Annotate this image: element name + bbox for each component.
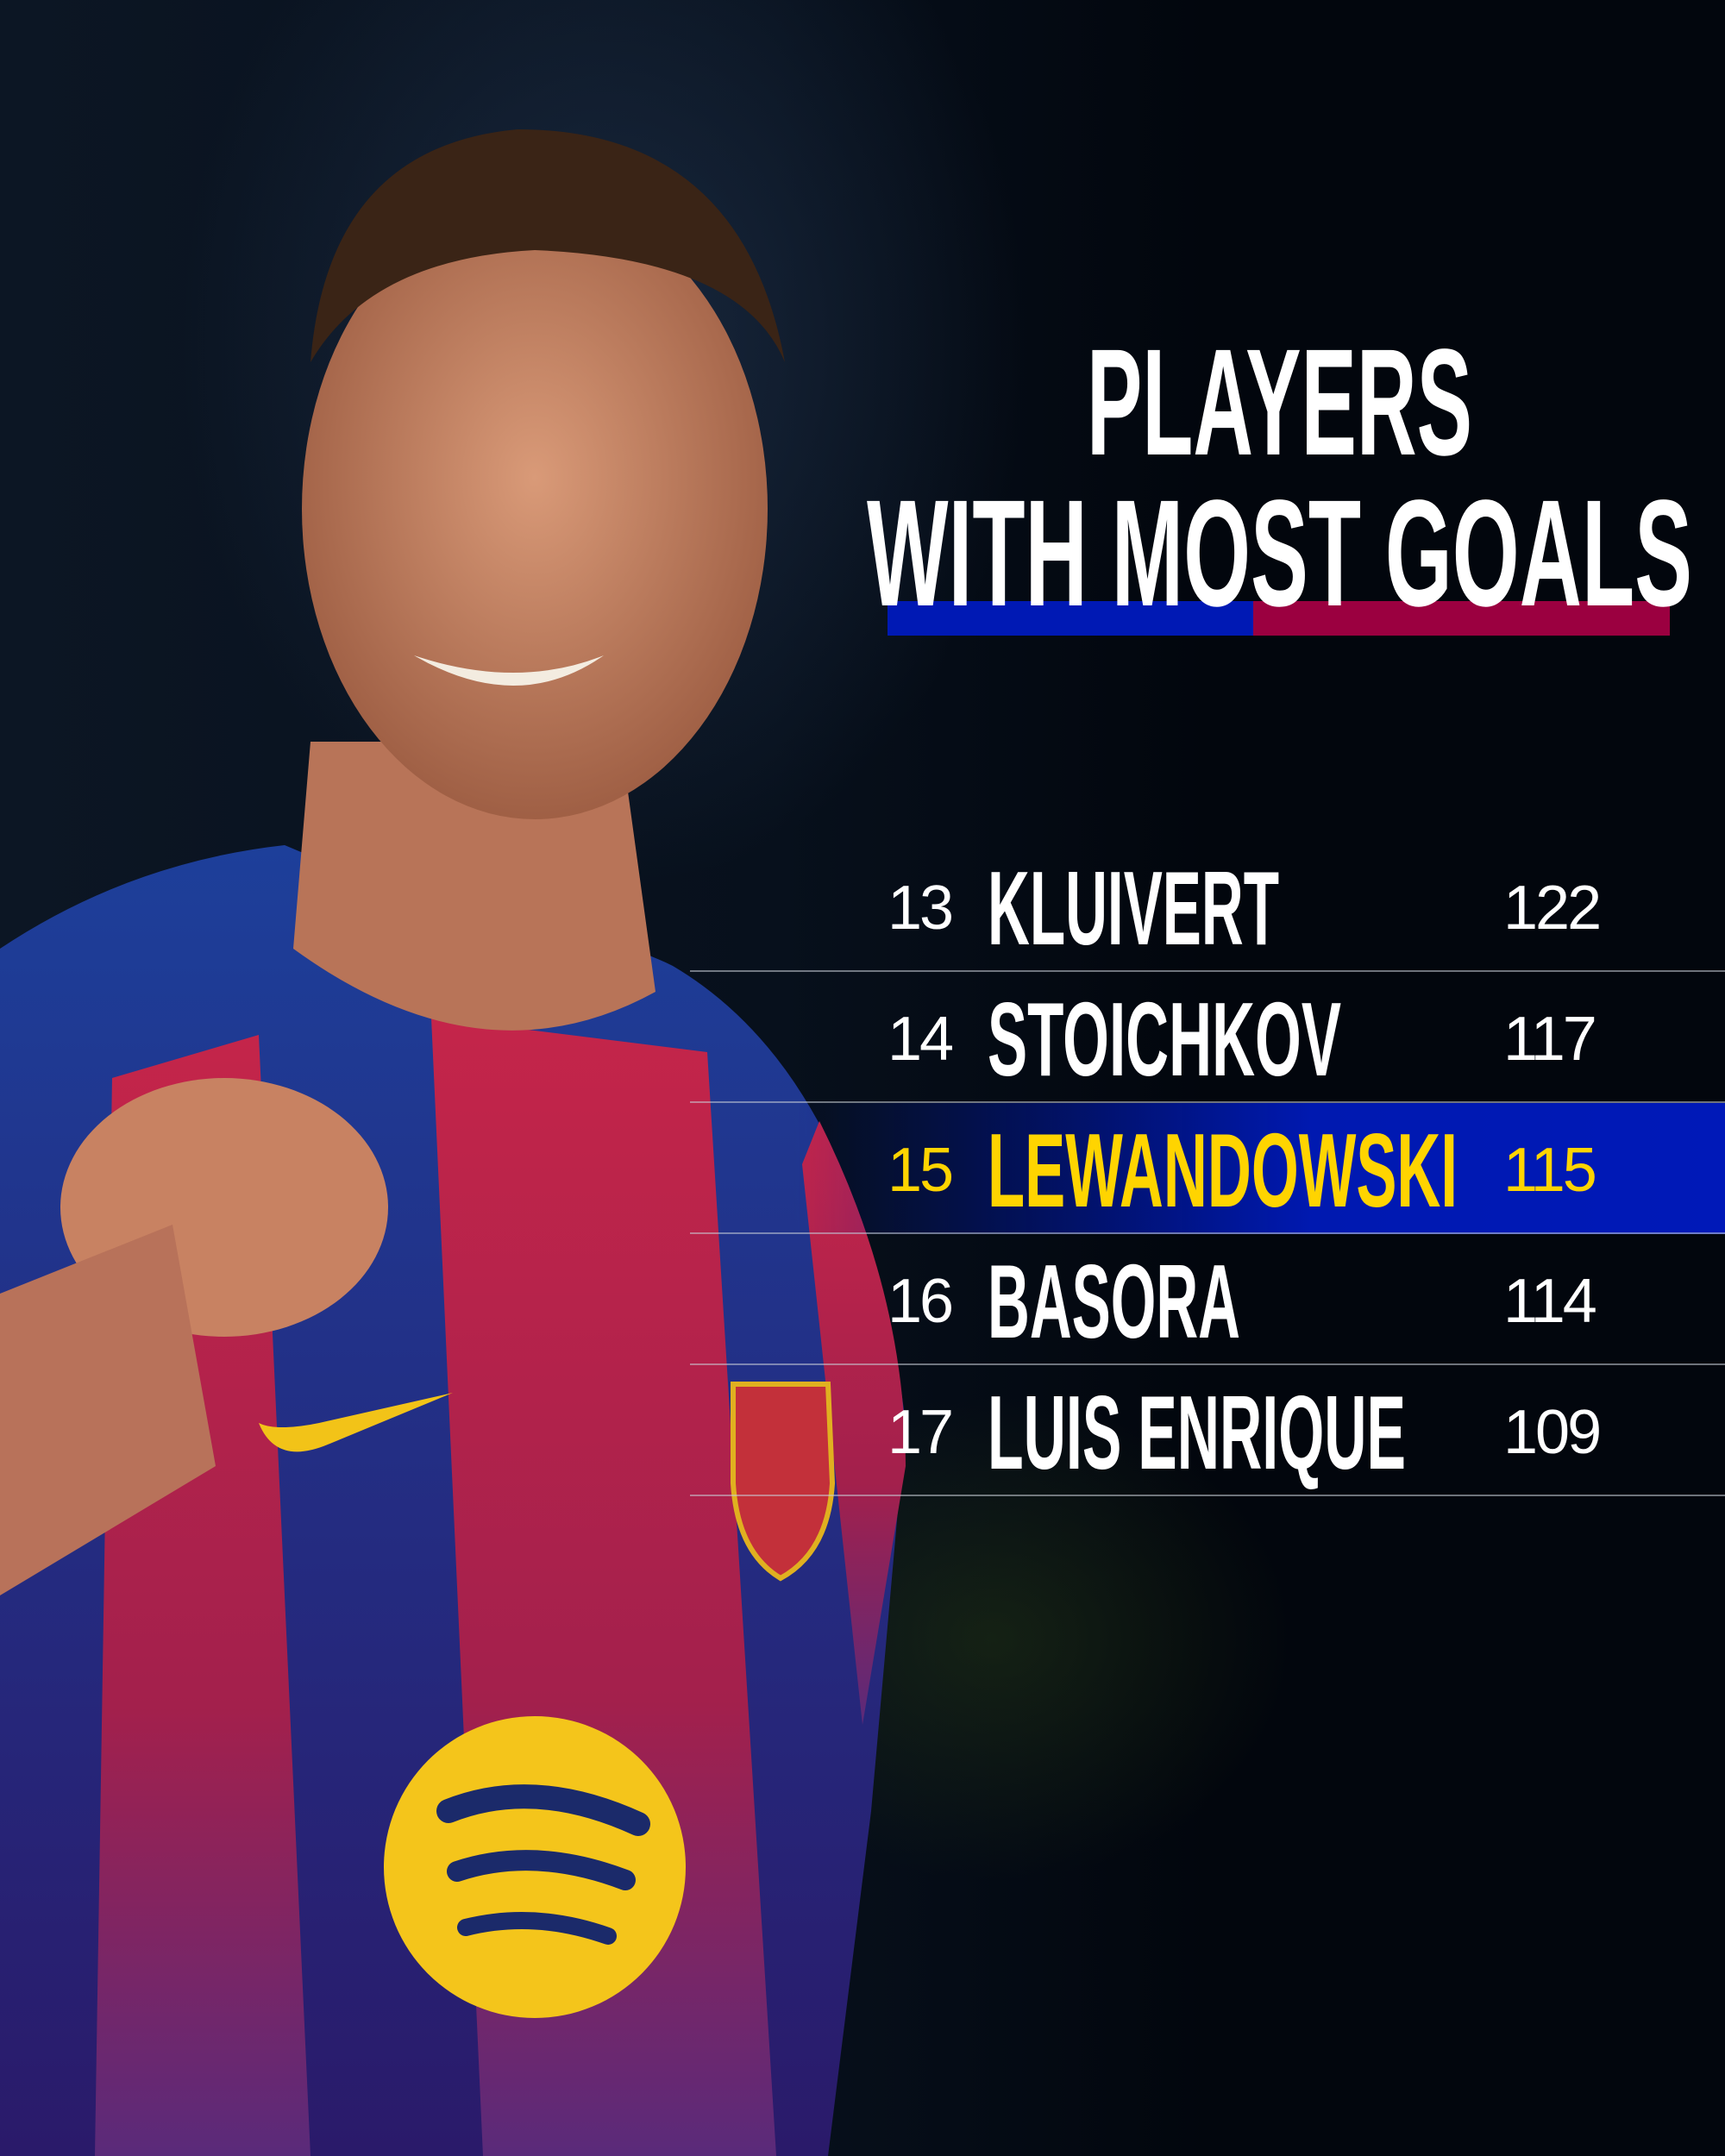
fcb-crest-icon bbox=[731, 1382, 836, 1582]
rank: 14 bbox=[888, 1005, 954, 1074]
player-name: LEWANDOWSKI bbox=[988, 1112, 1458, 1229]
underline-garnet bbox=[1253, 601, 1670, 636]
player-name: BASORA bbox=[988, 1243, 1240, 1360]
rank: 16 bbox=[888, 1267, 954, 1336]
table-row-highlighted: 15 LEWANDOWSKI 115 bbox=[690, 1103, 1725, 1234]
player-photo bbox=[0, 129, 906, 2156]
headline-line-2: WITH MOST GOALS bbox=[867, 469, 1692, 621]
title-underline bbox=[888, 601, 1670, 636]
table-row: 17 LUIS ENRIQUE 109 bbox=[690, 1365, 1725, 1496]
table-row: 16 BASORA 114 bbox=[690, 1234, 1725, 1365]
goals: 122 bbox=[1503, 874, 1602, 943]
goals-ranking-table: 13 KLUIVERT 122 14 STOICHKOV 117 15 LEWA… bbox=[690, 841, 1725, 1496]
goals: 114 bbox=[1503, 1267, 1597, 1336]
headline: PLAYERS WITH MOST GOALS bbox=[862, 328, 1708, 621]
player-name: STOICHKOV bbox=[988, 981, 1341, 1098]
table-row: 13 KLUIVERT 122 bbox=[690, 841, 1725, 972]
goals: 109 bbox=[1503, 1398, 1602, 1467]
spotify-logo-icon bbox=[384, 1716, 686, 2018]
goals: 117 bbox=[1503, 1005, 1597, 1074]
player-name: LUIS ENRIQUE bbox=[988, 1374, 1406, 1491]
underline-blue bbox=[888, 601, 1253, 636]
table-row: 14 STOICHKOV 117 bbox=[690, 972, 1725, 1103]
rank: 17 bbox=[888, 1398, 954, 1467]
rank: 13 bbox=[888, 874, 954, 943]
player-name: KLUIVERT bbox=[988, 849, 1279, 967]
goals: 115 bbox=[1503, 1136, 1597, 1205]
nike-logo-icon bbox=[259, 1393, 453, 1452]
rank: 15 bbox=[888, 1136, 954, 1205]
headline-line-1: PLAYERS bbox=[1087, 328, 1472, 487]
